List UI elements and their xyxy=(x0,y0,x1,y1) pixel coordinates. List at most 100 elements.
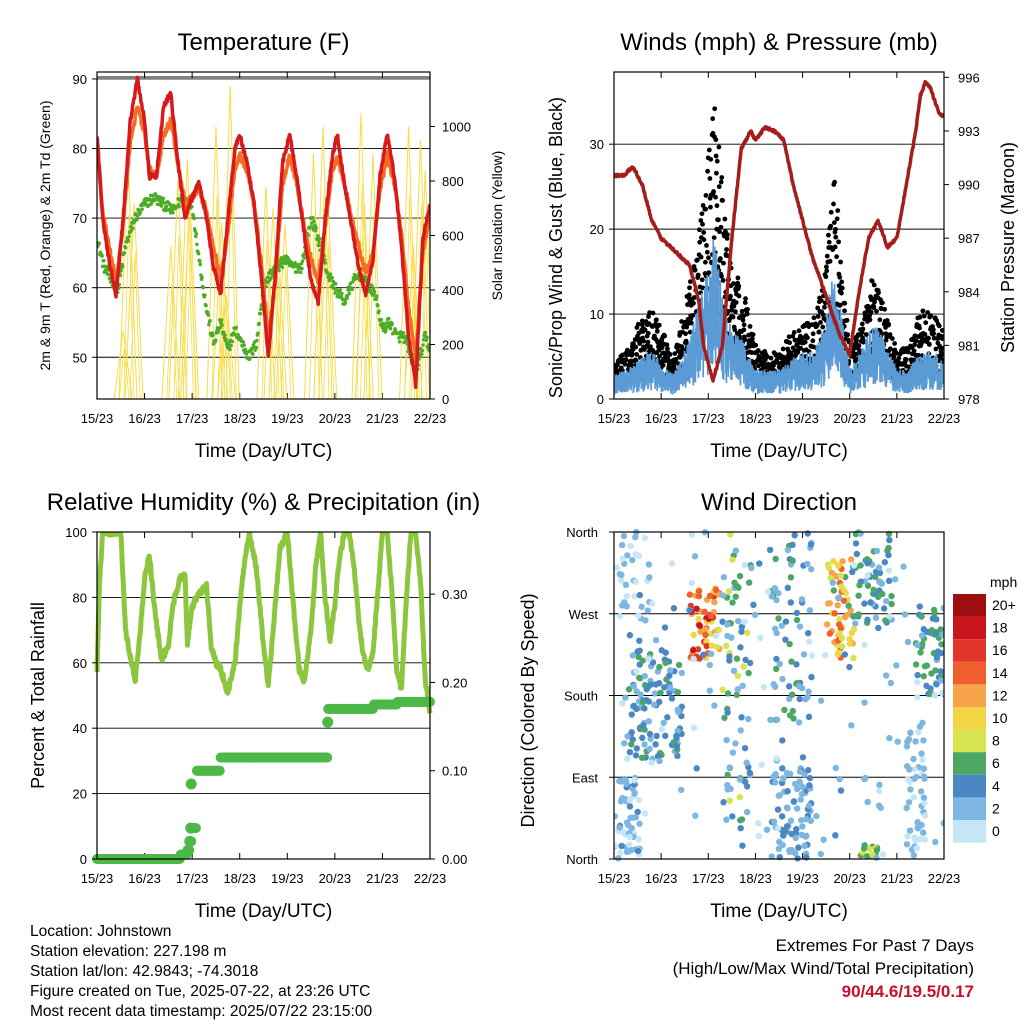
direction-point xyxy=(856,582,863,589)
direction-point xyxy=(784,805,791,812)
dewpoint-point xyxy=(200,275,204,280)
y2-tick-label: 981 xyxy=(958,338,980,353)
direction-point xyxy=(623,592,631,600)
direction-point xyxy=(738,714,745,721)
x-tick-label: 20/23 xyxy=(833,411,866,426)
dewpoint-point xyxy=(244,352,249,356)
direction-point xyxy=(618,577,625,584)
direction-point xyxy=(875,564,883,571)
gust-point xyxy=(703,192,709,198)
direction-point xyxy=(796,768,804,775)
gust-point xyxy=(941,351,944,357)
direction-point xyxy=(688,579,695,587)
direction-point xyxy=(666,684,674,691)
direction-point xyxy=(875,787,883,795)
direction-point xyxy=(736,572,744,580)
dewpoint-point xyxy=(384,321,389,325)
direction-point xyxy=(686,591,694,598)
direction-point xyxy=(850,562,858,569)
direction-point xyxy=(794,855,801,862)
gust-point xyxy=(639,318,645,324)
gust-point xyxy=(702,259,708,265)
direction-point xyxy=(722,642,730,650)
y-tick-label: 90 xyxy=(73,72,87,87)
direction-point xyxy=(658,726,666,733)
direction-point xyxy=(787,574,795,581)
legend-label: 10 xyxy=(992,710,1008,726)
gust-point xyxy=(645,330,651,336)
dewpoint-point xyxy=(162,201,167,205)
temp2m-line xyxy=(97,75,430,390)
gust-point xyxy=(701,237,707,243)
gust-point xyxy=(939,328,944,333)
direction-point xyxy=(741,744,749,752)
direction-point xyxy=(807,817,815,825)
gust-point xyxy=(724,235,730,241)
dewpoint-point xyxy=(192,216,196,221)
direction-point xyxy=(675,661,683,669)
legend-title: mph xyxy=(990,574,1017,590)
x-tick-label: 15/23 xyxy=(598,871,631,886)
direction-point xyxy=(662,659,669,667)
precip-point xyxy=(214,765,225,776)
direction-point xyxy=(910,852,918,859)
gust-point xyxy=(664,342,670,348)
direction-point xyxy=(881,559,889,566)
direction-point xyxy=(789,541,796,549)
legend-swatch xyxy=(953,797,986,820)
direction-point xyxy=(729,813,736,820)
x-tick-label: 20/23 xyxy=(319,411,352,426)
dewpoint-point xyxy=(374,294,379,298)
gust-point xyxy=(633,357,639,363)
gust-point xyxy=(724,247,729,252)
gust-point xyxy=(931,331,937,336)
direction-point xyxy=(920,773,928,781)
direction-point xyxy=(713,643,721,651)
direction-point xyxy=(914,679,921,686)
direction-point xyxy=(642,617,649,624)
direction-point xyxy=(750,601,757,609)
direction-point xyxy=(846,640,854,647)
direction-point xyxy=(820,836,827,843)
direction-point xyxy=(839,558,846,565)
gust-point xyxy=(715,217,721,223)
legend-label: 6 xyxy=(992,755,1000,771)
dewpoint-point xyxy=(135,217,139,222)
direction-point xyxy=(619,794,626,802)
direction-point xyxy=(907,786,914,793)
gust-point xyxy=(887,332,893,337)
dewpoint-point xyxy=(123,246,128,250)
dewpoint-point xyxy=(421,337,426,342)
dewpoint-point xyxy=(203,293,207,297)
direction-point xyxy=(873,846,881,854)
solar-spike xyxy=(124,202,144,399)
gust-point xyxy=(820,324,826,330)
y-tick-label: North xyxy=(566,525,598,540)
gust-point xyxy=(712,106,718,112)
gust-point xyxy=(831,220,837,225)
dewpoint-point xyxy=(158,195,163,200)
gust-point xyxy=(824,268,830,274)
gust-point xyxy=(936,323,942,329)
dewpoint-point xyxy=(131,226,135,231)
direction-point xyxy=(726,764,733,771)
direction-point xyxy=(636,637,643,644)
direction-point xyxy=(904,775,912,783)
direction-point xyxy=(635,796,643,804)
precip-point xyxy=(184,835,196,847)
direction-point xyxy=(686,606,694,614)
gust-point xyxy=(915,352,921,358)
y-axis-label: Percent & Total Rainfall xyxy=(28,602,48,789)
direction-point xyxy=(797,796,804,803)
direction-point xyxy=(891,576,899,583)
gust-point xyxy=(786,334,792,340)
direction-point xyxy=(616,570,624,578)
solar-spike xyxy=(173,235,185,399)
direction-point xyxy=(779,737,786,744)
gust-point xyxy=(706,255,711,261)
direction-point xyxy=(625,848,633,855)
direction-point xyxy=(804,766,812,774)
gust-point xyxy=(835,208,841,213)
panel-title: Temperature (F) xyxy=(177,29,349,56)
direction-point xyxy=(730,667,738,675)
